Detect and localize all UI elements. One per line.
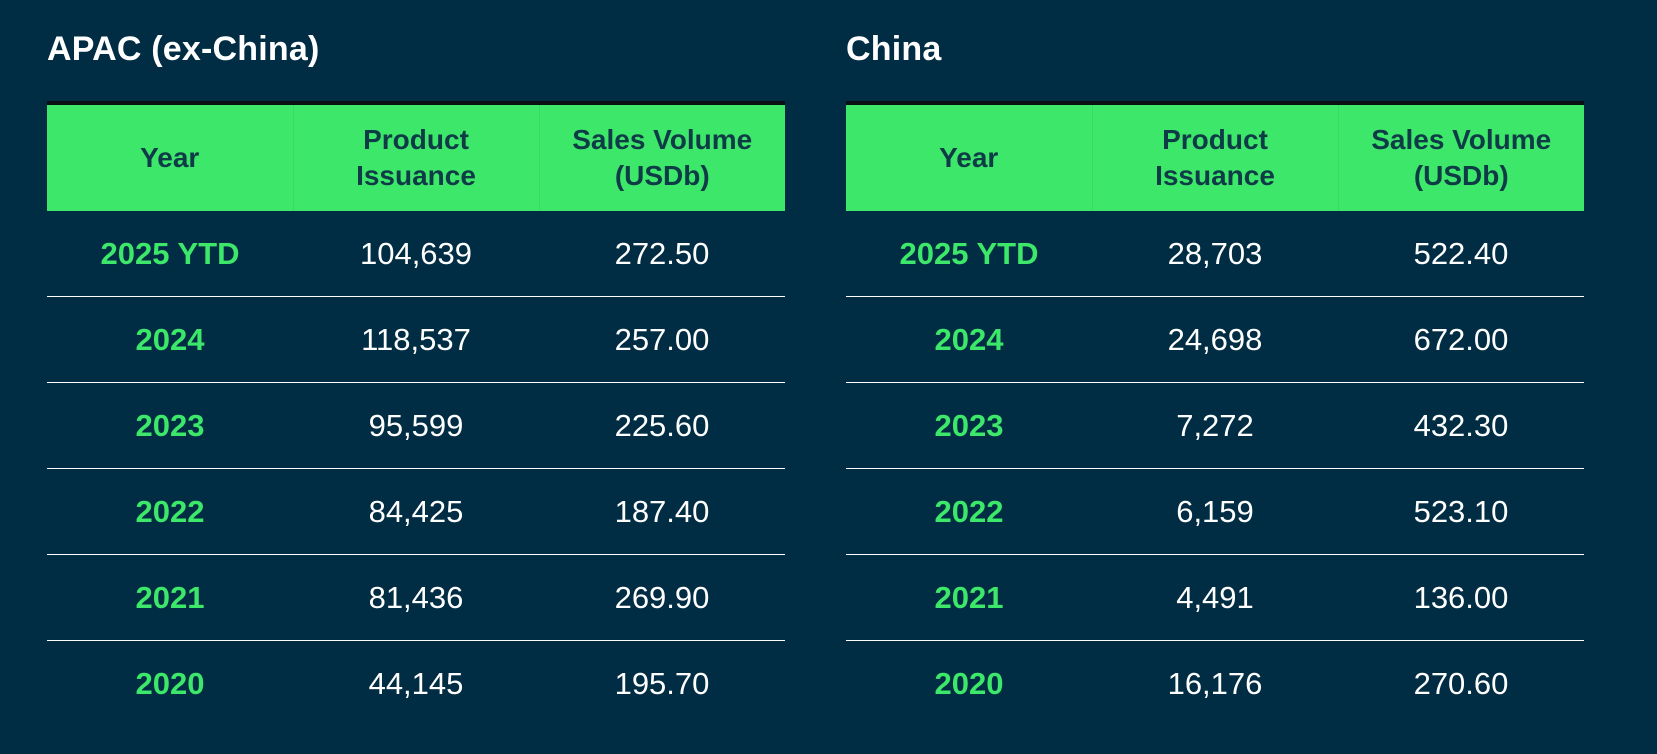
volume-cell: 269.90	[539, 554, 785, 641]
table-row: 2022 84,425 187.40	[47, 468, 785, 555]
volume-cell: 432.30	[1338, 382, 1584, 469]
volume-cell: 272.50	[539, 211, 785, 297]
volume-cell: 672.00	[1338, 296, 1584, 383]
year-cell: 2023	[846, 382, 1092, 469]
volume-cell: 195.70	[614, 665, 710, 701]
issuance-cell: 4,491	[1092, 554, 1338, 641]
volume-cell: 523.10	[1338, 468, 1584, 555]
volume-cell: 136.00	[1338, 554, 1584, 641]
issuance-cell: 44,145	[368, 665, 464, 701]
column-header-sales-volume: Sales Volume (USDb)	[1371, 124, 1552, 191]
issuance-cell: 7,272	[1092, 382, 1338, 469]
issuance-cell: 24,698	[1092, 296, 1338, 383]
table-row: 2020 16,176 270.60	[846, 641, 1584, 727]
table-row: 2023 95,599 225.60	[47, 382, 785, 469]
issuance-cell: 6,159	[1092, 468, 1338, 555]
issuance-cell: 16,176	[1167, 665, 1263, 701]
table-row: 2021 4,491 136.00	[846, 554, 1584, 641]
table-row: 2023 7,272 432.30	[846, 382, 1584, 469]
column-header-year: Year	[47, 103, 294, 211]
year-cell: 2024	[846, 296, 1092, 383]
year-cell: 2020	[135, 665, 205, 701]
year-cell: 2023	[47, 382, 293, 469]
apac-table: Year Product Issuance Sales Volume (USDb) …	[47, 101, 785, 726]
table-row: 2024 24,698 672.00	[846, 296, 1584, 383]
volume-cell: 522.40	[1338, 211, 1584, 297]
volume-cell: 187.40	[539, 468, 785, 555]
table-row: 2025 YTD 28,703 522.40	[846, 211, 1584, 297]
panel-title: China	[846, 30, 942, 68]
table-row: 2024 118,537 257.00	[47, 296, 785, 383]
column-header-sales-volume: Sales Volume (USDb)	[572, 124, 753, 191]
year-cell: 2024	[47, 296, 293, 383]
column-header-product-issuance: Product Issuance	[293, 103, 540, 211]
issuance-cell: 81,436	[293, 554, 539, 641]
year-cell: 2025 YTD	[846, 211, 1092, 297]
issuance-cell: 28,703	[1092, 211, 1338, 297]
table-header-row: Year Product Issuance Sales Volume (USDb)	[47, 103, 785, 211]
year-cell: 2020	[934, 665, 1004, 701]
volume-cell: 257.00	[539, 296, 785, 383]
table-header-row: Year Product Issuance Sales Volume (USDb)	[846, 103, 1584, 211]
year-cell: 2021	[846, 554, 1092, 641]
issuance-cell: 118,537	[293, 296, 539, 383]
volume-cell: 270.60	[1413, 665, 1509, 701]
table-row: 2020 44,145 195.70	[47, 641, 785, 727]
table-row: 2022 6,159 523.10	[846, 468, 1584, 555]
china-table: Year Product Issuance Sales Volume (USDb) …	[846, 101, 1584, 726]
year-cell: 2022	[47, 468, 293, 555]
table-row: 2021 81,436 269.90	[47, 554, 785, 641]
issuance-cell: 95,599	[293, 382, 539, 469]
panel-title: APAC (ex-China)	[47, 30, 320, 68]
volume-cell: 225.60	[539, 382, 785, 469]
year-cell: 2025 YTD	[47, 211, 293, 297]
column-header-product-issuance: Product Issuance	[1092, 103, 1339, 211]
issuance-cell: 84,425	[293, 468, 539, 555]
year-cell: 2021	[47, 554, 293, 641]
year-cell: 2022	[846, 468, 1092, 555]
column-header-year: Year	[846, 103, 1093, 211]
table-row: 2025 YTD 104,639 272.50	[47, 211, 785, 297]
issuance-cell: 104,639	[293, 211, 539, 297]
